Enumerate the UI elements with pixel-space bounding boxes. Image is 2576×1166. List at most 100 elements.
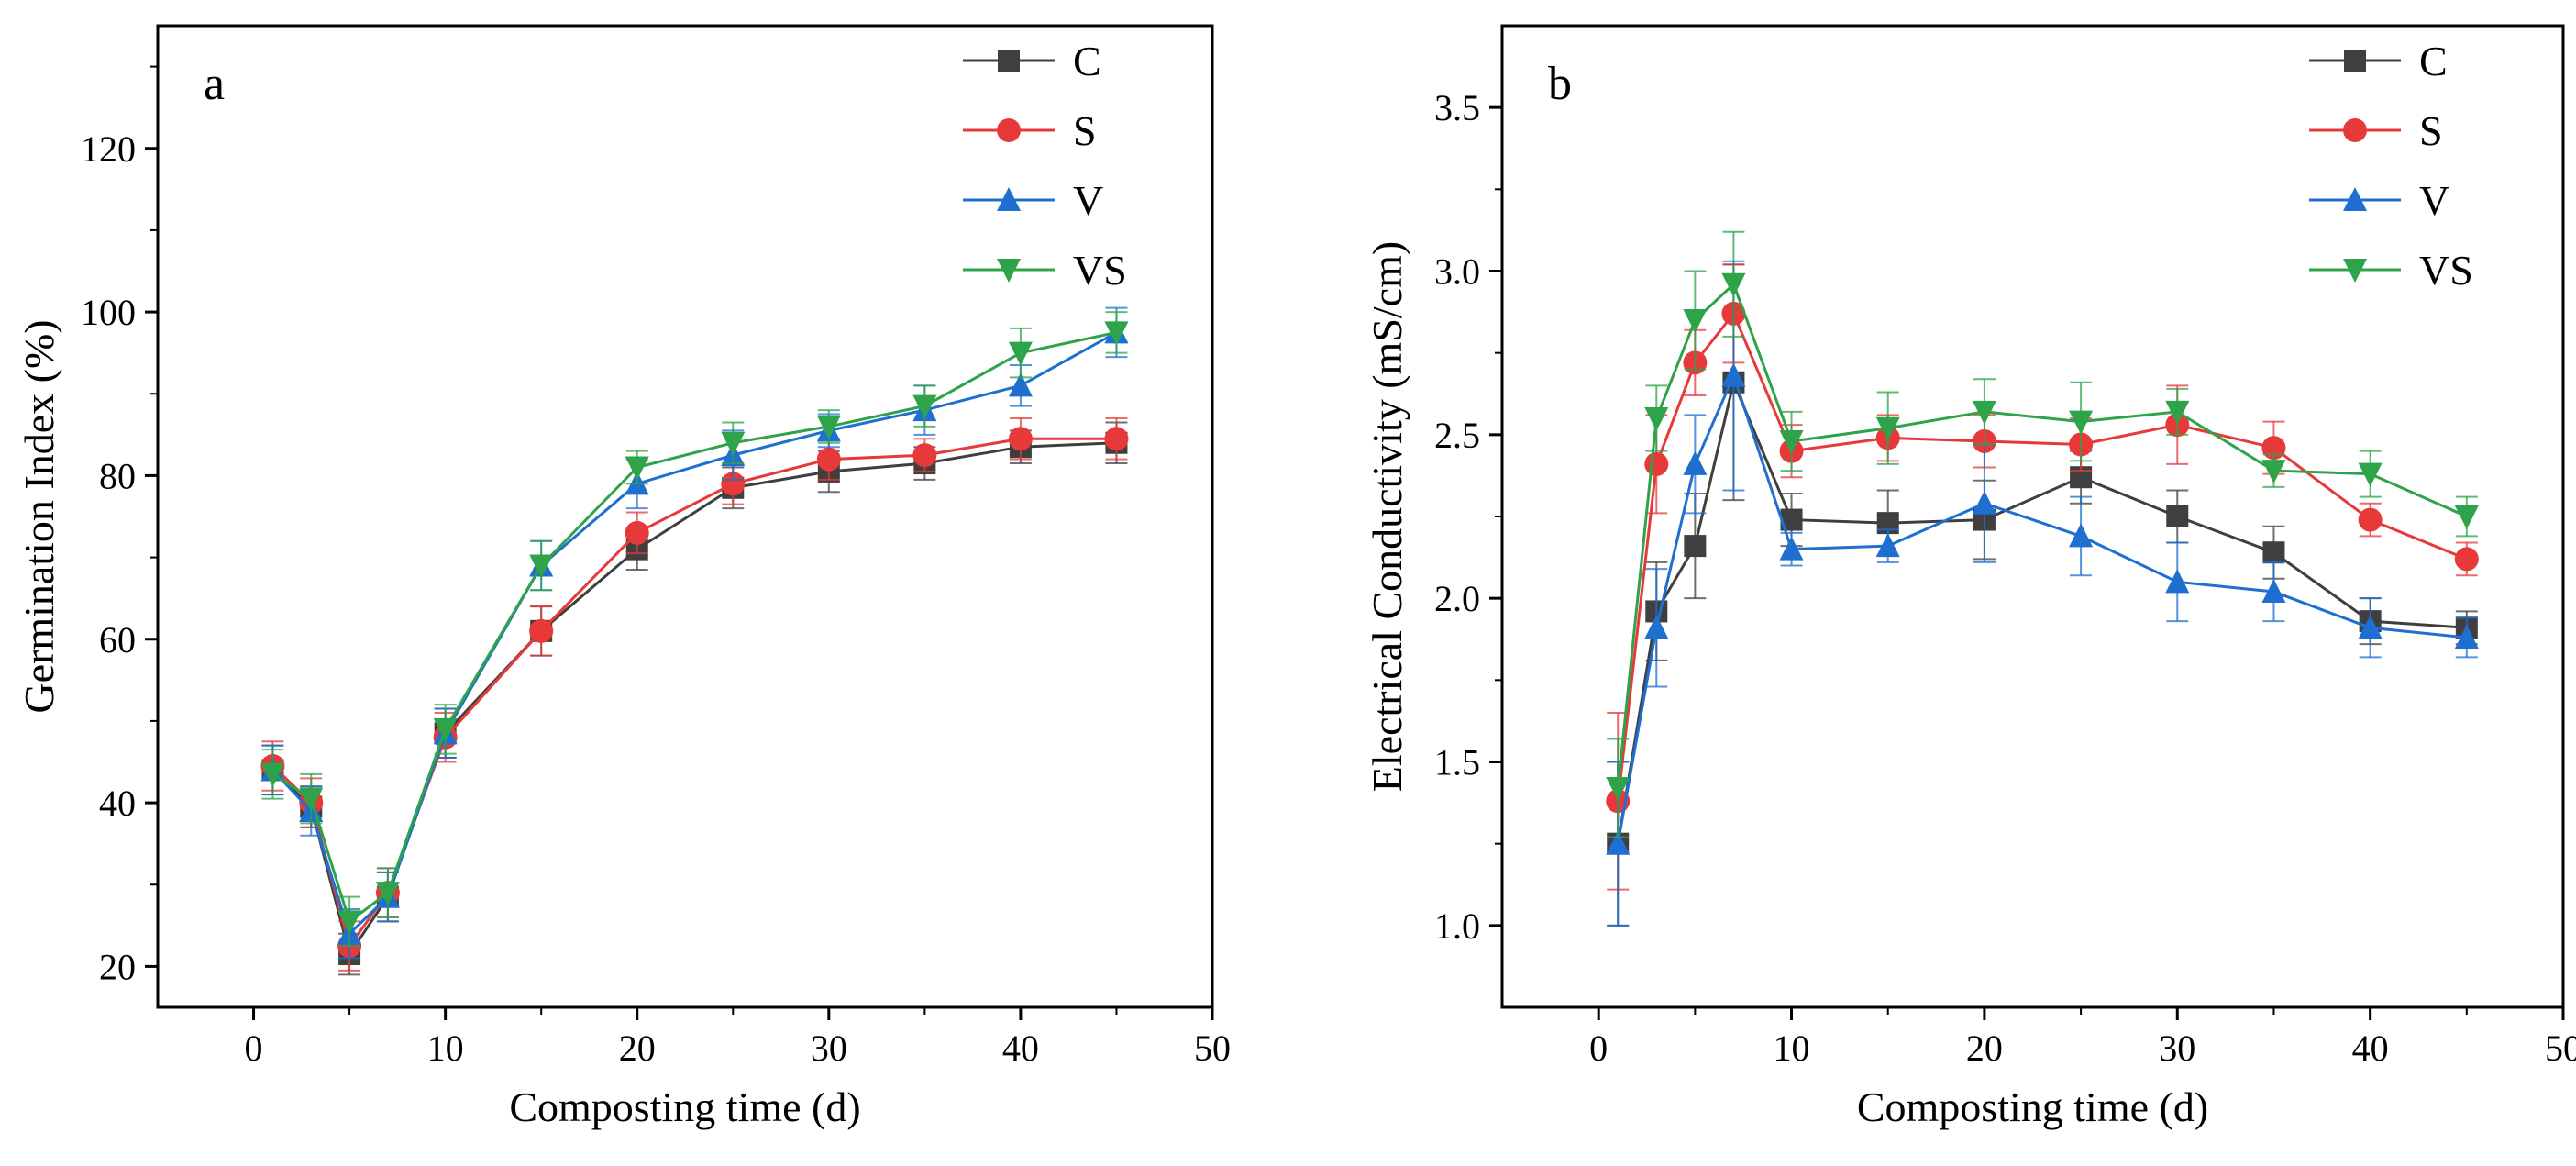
panel-b-series-v-point bbox=[1644, 615, 1669, 639]
panel-b-series-vs-point bbox=[2454, 505, 2479, 529]
panel-a-series-s-point bbox=[625, 520, 649, 545]
panel-a-legend-label: VS bbox=[1073, 247, 1127, 294]
panel-b-legend-label: VS bbox=[2419, 247, 2473, 294]
panel-a-series-vs-point bbox=[299, 787, 324, 812]
panel-b-legend-marker bbox=[2343, 259, 2367, 283]
panel-b-series-s bbox=[1606, 263, 2479, 891]
panel-a-legend-label: C bbox=[1073, 38, 1101, 84]
panel-b-series-vs-point bbox=[2069, 410, 2094, 435]
panel-a-x-tick-label: 10 bbox=[427, 1027, 464, 1069]
panel-a-y-tick-label: 80 bbox=[99, 455, 136, 496]
panel-b-series-vs-point bbox=[1972, 400, 1996, 425]
panel-a-y-tick-label: 60 bbox=[99, 619, 136, 661]
panel-b-series-v-point bbox=[1875, 533, 1900, 558]
panel-b-series-v-point bbox=[2454, 624, 2479, 649]
panel-b-x-tick-label: 10 bbox=[1774, 1027, 1810, 1069]
panel-b-series-s-point bbox=[1644, 451, 1669, 476]
panel-b-x-tick-label: 30 bbox=[2159, 1027, 2195, 1069]
panel-b-series-vs-point bbox=[1644, 407, 1669, 431]
panel-b-series-s-point bbox=[2454, 547, 2479, 572]
panel-b-series-v-point bbox=[2261, 579, 2286, 604]
panel-b-plot-frame bbox=[1500, 24, 2565, 1009]
panel-b-y-tick-label: 3.5 bbox=[1434, 87, 1480, 128]
panel-a-letter: a bbox=[204, 58, 225, 110]
panel-a-series-vs-point bbox=[433, 717, 458, 742]
panel-b-series-vs-point bbox=[2358, 462, 2383, 487]
panel-a-y-tick-label: 100 bbox=[81, 292, 136, 333]
panel-b-legend-label: C bbox=[2419, 38, 2448, 84]
panel-b-y-tick-label: 3.0 bbox=[1434, 251, 1480, 293]
panel-b-series-c-line bbox=[1616, 377, 2467, 844]
panel-a-series-s-line bbox=[271, 437, 1117, 949]
panel-b-series-vs-point bbox=[1606, 777, 1631, 802]
panel-a-series-vs-point bbox=[260, 762, 285, 787]
panel-a-legend-marker bbox=[997, 118, 1021, 142]
panel-a-x-tick-label: 0 bbox=[245, 1027, 263, 1069]
panel-b-series-v bbox=[1606, 260, 2479, 927]
panel-b-series-vs-point bbox=[1683, 309, 1708, 333]
panel-a-series-s-point bbox=[816, 447, 841, 472]
panel-a-x-tick-label: 50 bbox=[1194, 1027, 1231, 1069]
panel-a-legend-label: V bbox=[1073, 177, 1103, 224]
panel-a-series-vs-point bbox=[375, 882, 400, 906]
panel-b-y-tick-label: 1.5 bbox=[1434, 742, 1480, 783]
panel-b-series-v-point bbox=[1683, 450, 1708, 475]
panel-a-series-s-point bbox=[912, 443, 937, 468]
panel-a-series-vs-point bbox=[1104, 321, 1129, 346]
panel-a-series-vs-point bbox=[337, 910, 362, 935]
panel-b-series-c bbox=[1607, 263, 2478, 927]
panel-b-series-v-point bbox=[1721, 362, 1746, 387]
panel-a-series-s-point bbox=[721, 472, 746, 496]
panel-a-plot-frame bbox=[156, 24, 1214, 1009]
panel-a-series-vs-point bbox=[529, 554, 554, 579]
panel-b-series-vs-point bbox=[1779, 429, 1804, 454]
panel-b-series-v-point bbox=[1779, 536, 1804, 561]
panel-b-series-vs-point bbox=[2261, 460, 2286, 484]
panel-a: 0 10 20 30 40 50 20 40 60 80 100 120 Composting time… bbox=[16, 24, 1231, 1130]
panel-a-series-s-point bbox=[1008, 427, 1033, 451]
panel-b-y-axis-label: Electrical Conductivity (mS/cm) bbox=[1364, 241, 1410, 792]
panel-a-legend-marker bbox=[998, 50, 1020, 72]
panel-b-y-tick-label: 2.5 bbox=[1434, 415, 1480, 456]
panel-b-series-vs-point bbox=[2165, 400, 2190, 425]
panel-b-series-v-point bbox=[2358, 615, 2383, 639]
panel-b-series-c-point bbox=[1684, 535, 1707, 558]
panel-a-series-v-line bbox=[271, 331, 1118, 937]
panel-b-series-vs bbox=[1606, 230, 2479, 838]
panel-b-x-tick-label: 50 bbox=[2545, 1027, 2576, 1069]
panel-a-series-vs bbox=[260, 311, 1129, 948]
panel-a-series-v-point bbox=[1008, 372, 1033, 397]
panel-b-series-v-point bbox=[2165, 569, 2190, 594]
panel-b-series-c-point bbox=[2166, 505, 2189, 527]
panel-a-series-vs-line bbox=[271, 330, 1117, 924]
panel-a-legend: CSV VS bbox=[963, 38, 1127, 294]
panel-a-y-tick-label: 120 bbox=[81, 128, 136, 170]
panel-a-series-c-line bbox=[271, 441, 1117, 958]
panel-a-series-vs-point bbox=[816, 415, 841, 439]
panel-b-x-tick-label: 20 bbox=[1966, 1027, 2003, 1069]
panel-b-series-vs-line bbox=[1616, 282, 2468, 789]
panel-b-series-v-line bbox=[1616, 372, 2467, 844]
panel-b-legend-label: S bbox=[2419, 107, 2443, 154]
panel-b-series-v-point bbox=[1972, 490, 1996, 515]
panel-b-legend-marker bbox=[2344, 50, 2366, 72]
panel-a-series-vs-point bbox=[1008, 341, 1033, 366]
panel-a-series-vs-point bbox=[721, 431, 746, 456]
panel-a-series-v bbox=[260, 306, 1129, 960]
panel-a-series-vs-point bbox=[625, 456, 649, 481]
panel-b-legend-marker bbox=[2343, 118, 2367, 142]
panel-a-y-tick-label: 20 bbox=[99, 946, 136, 987]
panel-b-series-c-point bbox=[2262, 541, 2285, 564]
panel-a-series-s-point bbox=[529, 618, 554, 643]
panel-b-x-tick-label: 0 bbox=[1589, 1027, 1608, 1069]
panel-a-y-axis-label: Germination Index (%) bbox=[16, 319, 62, 713]
panel-b-legend-label: V bbox=[2419, 177, 2449, 224]
panel-b-legend: CSV VS bbox=[2309, 38, 2473, 294]
panel-a-legend-marker bbox=[997, 259, 1021, 283]
panel-b-y-tick-label: 1.0 bbox=[1434, 905, 1480, 947]
panel-b-series-s-point bbox=[2358, 507, 2383, 532]
panel-b-series-s-line bbox=[1616, 310, 2468, 802]
panel-a-y-tick-label: 40 bbox=[99, 783, 136, 824]
panel-b-series-vs-point bbox=[1875, 416, 1900, 441]
